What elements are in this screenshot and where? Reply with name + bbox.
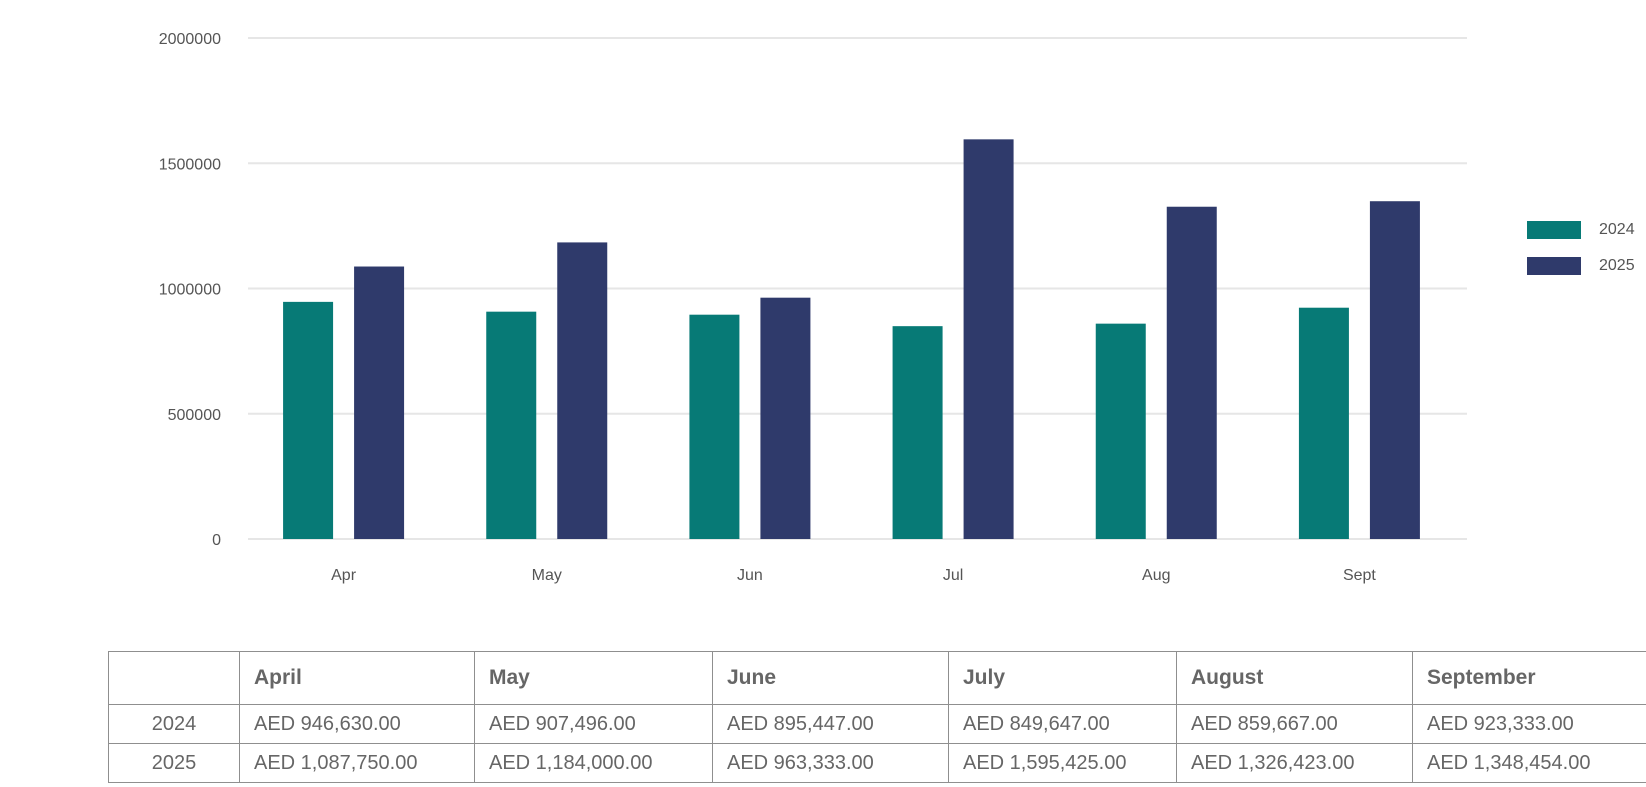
x-axis: Apr May Jun Jul Aug Sept xyxy=(331,567,1376,584)
legend-label-2025: 2025 xyxy=(1599,257,1635,274)
table-header-september: September xyxy=(1412,651,1646,705)
bar-2024-aug xyxy=(1095,323,1146,539)
bar-2024-sept xyxy=(1298,307,1349,539)
bar-2024-jun xyxy=(689,314,740,539)
table-cell: AED 849,647.00 xyxy=(948,704,1177,744)
table-cell: AED 895,447.00 xyxy=(712,704,949,744)
x-tick-label: Aug xyxy=(1142,567,1170,584)
table-cell: AED 1,087,750.00 xyxy=(239,743,475,783)
legend-item-2025[interactable]: 2025 xyxy=(1527,248,1635,284)
x-tick-label: Jun xyxy=(737,567,763,584)
table-cell: AED 1,348,454.00 xyxy=(1412,743,1646,783)
row-label-2024: 2024 xyxy=(108,704,240,744)
table-header-july: July xyxy=(948,651,1177,705)
legend-swatch-2025 xyxy=(1527,257,1581,275)
table-cell: AED 963,333.00 xyxy=(712,743,949,783)
legend-label-2024: 2024 xyxy=(1599,221,1635,238)
legend: 2024 2025 xyxy=(1527,212,1635,284)
bar-2025-sept xyxy=(1369,201,1420,539)
table-cell: AED 1,326,423.00 xyxy=(1176,743,1413,783)
gridlines xyxy=(248,37,1467,540)
y-tick-label: 1000000 xyxy=(159,282,221,299)
table-header-june: June xyxy=(712,651,949,705)
bar-2024-may xyxy=(486,311,537,539)
x-tick-label: Jul xyxy=(943,567,963,584)
legend-swatch-2024 xyxy=(1527,221,1581,239)
x-tick-label: Apr xyxy=(331,567,357,584)
table-header-august: August xyxy=(1176,651,1413,705)
bar-2025-jul xyxy=(963,139,1014,539)
table-row: 2025 AED 1,087,750.00 AED 1,184,000.00 A… xyxy=(108,743,1646,783)
bar-2024-jul xyxy=(892,326,943,539)
bar-2024-apr xyxy=(283,301,334,539)
y-tick-label: 500000 xyxy=(168,407,221,424)
table-cell: AED 907,496.00 xyxy=(474,704,713,744)
table-header-corner xyxy=(108,651,240,705)
table-row: 2024 AED 946,630.00 AED 907,496.00 AED 8… xyxy=(108,704,1646,744)
table-cell: AED 859,667.00 xyxy=(1176,704,1413,744)
table-header-may: May xyxy=(474,651,713,705)
table-cell: AED 1,184,000.00 xyxy=(474,743,713,783)
data-table: April May June July August September 202… xyxy=(108,651,1646,783)
table-cell: AED 1,595,425.00 xyxy=(948,743,1177,783)
x-tick-label: May xyxy=(532,567,562,584)
bar-2025-may xyxy=(557,242,608,539)
y-axis: 0 500000 1000000 1500000 2000000 xyxy=(159,31,221,549)
bar-2025-apr xyxy=(354,266,405,539)
y-tick-label: 1500000 xyxy=(159,156,221,173)
x-tick-label: Sept xyxy=(1343,567,1376,584)
y-tick-label: 0 xyxy=(212,532,221,549)
table-cell: AED 946,630.00 xyxy=(239,704,475,744)
bar-2025-aug xyxy=(1166,206,1217,540)
bars xyxy=(283,139,1420,540)
row-label-2025: 2025 xyxy=(108,743,240,783)
bar-chart: 0 500000 1000000 1500000 2000000 Apr May Jun Ju… xyxy=(159,31,1467,584)
table-header-april: April xyxy=(239,651,475,705)
legend-item-2024[interactable]: 2024 xyxy=(1527,212,1635,248)
bar-2025-jun xyxy=(760,297,811,539)
table-cell: AED 923,333.00 xyxy=(1412,704,1646,744)
y-tick-label: 2000000 xyxy=(159,31,221,48)
table-header-row: April May June July August September xyxy=(108,651,1646,705)
